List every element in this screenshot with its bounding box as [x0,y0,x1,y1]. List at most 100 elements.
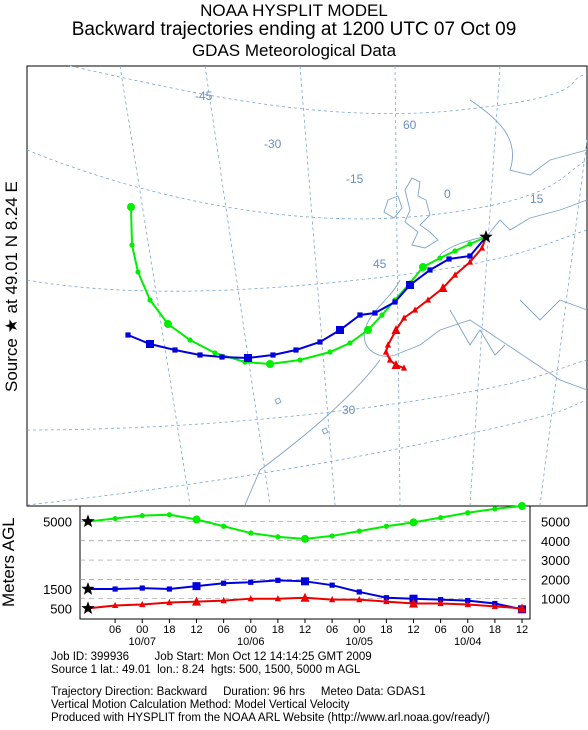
map-trajectory-point [451,271,459,278]
height-point [221,580,227,586]
map-trajectory-point [336,326,344,334]
height-point [437,599,444,607]
hour-label: 12 [407,624,419,636]
height-point [356,589,362,595]
map-trajectory-point [219,354,225,360]
date-label: 10/07 [128,636,156,648]
map-trajectory-point [364,326,372,334]
height-point [301,534,309,543]
grid-label-lon-neg30: -30 [264,137,282,151]
footer-produced-line: Produced with HYSPLIT from the NOAA ARL … [51,712,490,724]
map-trajectory-point [172,347,178,353]
height-frame [79,505,531,620]
hour-label: 12 [190,624,202,636]
right-tick-4000: 4000 [541,534,570,549]
grid-label-lat-60: 60 [403,118,417,132]
height-point [300,592,310,602]
hour-label: 12 [516,624,528,636]
grid-label-lat-45: 45 [373,257,387,271]
height-point [221,523,227,529]
hour-label: 18 [272,624,284,636]
coastlines [244,99,588,506]
height-point [464,600,471,608]
right-tick-2000: 2000 [541,572,570,587]
map-trajectory-point [400,314,408,321]
height-series-2 [81,592,527,614]
height-point [248,579,254,585]
footer-job-line: Job ID: 399936 Job Start: Mon Oct 12 14:… [51,651,372,663]
map-trajectory-point [266,360,274,368]
hour-label: 12 [299,624,311,636]
map-trajectory-point [327,349,333,355]
height-point [465,510,471,516]
footer-method-line: Vertical Motion Calculation Method: Mode… [51,699,350,711]
map-trajectory-point [212,350,218,356]
map-trajectory-point [297,357,303,363]
height-point [383,597,390,605]
height-point [329,533,335,539]
map-trajectory-point [467,241,473,247]
map-trajectory-point [392,299,398,305]
map-trajectory-point [147,297,153,303]
map-trajectory-point [146,340,154,348]
height-point [492,506,498,512]
height-point [383,523,389,529]
map-trajectory-point [372,310,378,316]
map-trajectory-0 [127,203,487,368]
height-point [139,600,146,608]
footer-direction-line: Trajectory Direction: Backward Duration:… [51,686,426,698]
data-source-title: GDAS Meteorological Data [191,41,397,60]
height-point [166,512,172,518]
height-point [166,586,172,592]
chart-title: Backward trajectories ending at 1200 UTC… [71,19,517,40]
left-tick-500: 500 [50,601,72,616]
map-graticule [26,65,588,506]
source-star-map [479,230,493,243]
height-point [220,597,227,604]
map-trajectory-2 [382,236,487,371]
hour-label: 06 [109,624,121,636]
map-trajectory-point [382,348,390,355]
height-point [274,595,281,602]
hour-label: 18 [163,624,175,636]
model-title: NOAA HYSPLIT MODEL [200,1,388,20]
hour-label: 00 [462,624,474,636]
height-point [192,515,201,524]
height-point [356,528,362,534]
map-trajectory-1 [125,236,487,362]
map-trajectory-point [129,242,135,248]
map-trajectory-point [317,339,323,345]
map-trajectory-point [391,325,401,334]
map-trajectory-point [424,296,432,303]
hour-label: 06 [326,624,338,636]
height-point [275,577,281,583]
map-trajectory-point [135,269,141,275]
map-trajectory-point [127,203,135,211]
height-point [329,596,336,603]
height-point [112,515,118,522]
height-point [247,595,254,602]
map-trajectory-point [467,253,473,259]
right-tick-5000: 5000 [541,514,570,529]
hour-label: 00 [136,624,148,636]
height-point [139,585,145,591]
map-trajectory-point [164,320,172,328]
grid-label-lon-neg45: -45 [195,89,213,103]
map-trajectory-point [293,347,299,353]
height-point [139,513,145,519]
map-trajectory-point [391,360,401,369]
date-label: 10/06 [237,636,265,648]
right-height-ticks: 5000 4000 3000 2000 1000 [541,514,570,606]
map-trajectory-point [466,258,474,265]
map-trajectory-point [427,267,433,273]
height-point [192,582,201,591]
height-point [192,596,201,606]
height-point [248,530,254,536]
height-point [166,598,173,606]
grid-label-lon-0: 0 [444,187,451,201]
height-point [517,603,527,613]
height-point [112,586,118,592]
map-trajectory-point [446,256,452,262]
height-point [518,502,526,510]
